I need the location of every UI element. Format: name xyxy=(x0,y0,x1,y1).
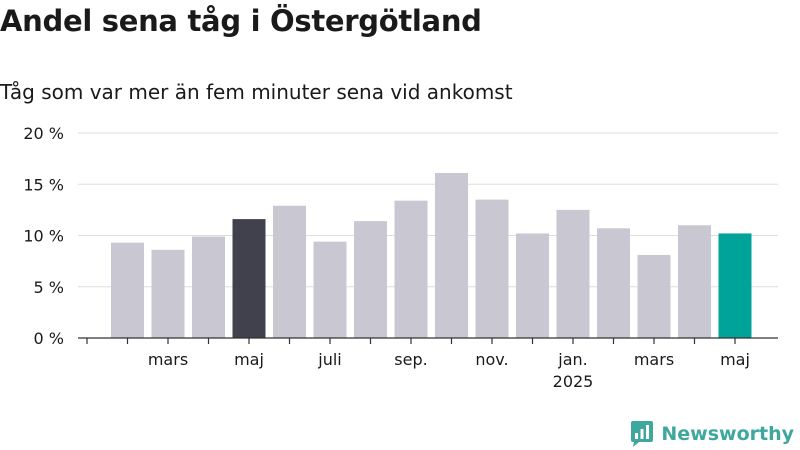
x-tick-label: maj xyxy=(234,350,264,369)
bar-2024-12 xyxy=(516,233,549,338)
x-tick-year-label: 2025 xyxy=(553,372,594,391)
newsworthy-logo-icon xyxy=(631,421,654,447)
bar-2024-11 xyxy=(475,199,509,338)
bar-2024-04 xyxy=(192,236,225,338)
bar-2024-09 xyxy=(394,200,428,338)
bar-2025-01 xyxy=(556,209,590,338)
x-tick-label: mars xyxy=(634,350,674,369)
y-tick-label: 20 % xyxy=(23,124,64,143)
x-tick-label: jan. xyxy=(557,350,587,369)
bar-2024-05 xyxy=(232,219,266,338)
x-tick-label: nov. xyxy=(475,350,508,369)
y-tick-label: 10 % xyxy=(23,227,64,246)
y-tick-label: 5 % xyxy=(34,278,64,297)
bar-2024-08 xyxy=(354,221,387,338)
x-tick-label: mars xyxy=(148,350,188,369)
x-tick-label: juli xyxy=(317,350,341,369)
chart-title: Andel sena tåg i Östergötland xyxy=(0,4,482,38)
y-axis-labels: 0 % 5 % 10 % 15 % 20 % xyxy=(23,124,64,348)
bar-2024-06 xyxy=(273,205,306,338)
x-tick-label: sep. xyxy=(394,350,427,369)
bars xyxy=(111,172,752,338)
brand-logo: Newsworthy xyxy=(629,420,794,448)
bar-2024-10 xyxy=(435,172,468,338)
x-axis xyxy=(78,337,778,344)
bar-2025-03 xyxy=(637,254,671,338)
x-axis-labels: mars maj juli sep. nov. jan. 2025 mars maj xyxy=(148,350,750,391)
bar-2024-07 xyxy=(313,241,347,338)
y-tick-label: 0 % xyxy=(34,329,64,348)
bar-2024-02 xyxy=(111,242,144,338)
bar-2025-04 xyxy=(678,225,711,338)
bar-2025-05 xyxy=(718,233,752,338)
brand-name: Newsworthy xyxy=(661,423,794,445)
bar-2025-02 xyxy=(597,228,630,338)
bar-2024-03 xyxy=(151,249,185,338)
chart-subtitle: Tåg som var mer än fem minuter sena vid … xyxy=(0,80,513,104)
x-tick-label: maj xyxy=(720,350,750,369)
y-tick-label: 15 % xyxy=(23,175,64,194)
